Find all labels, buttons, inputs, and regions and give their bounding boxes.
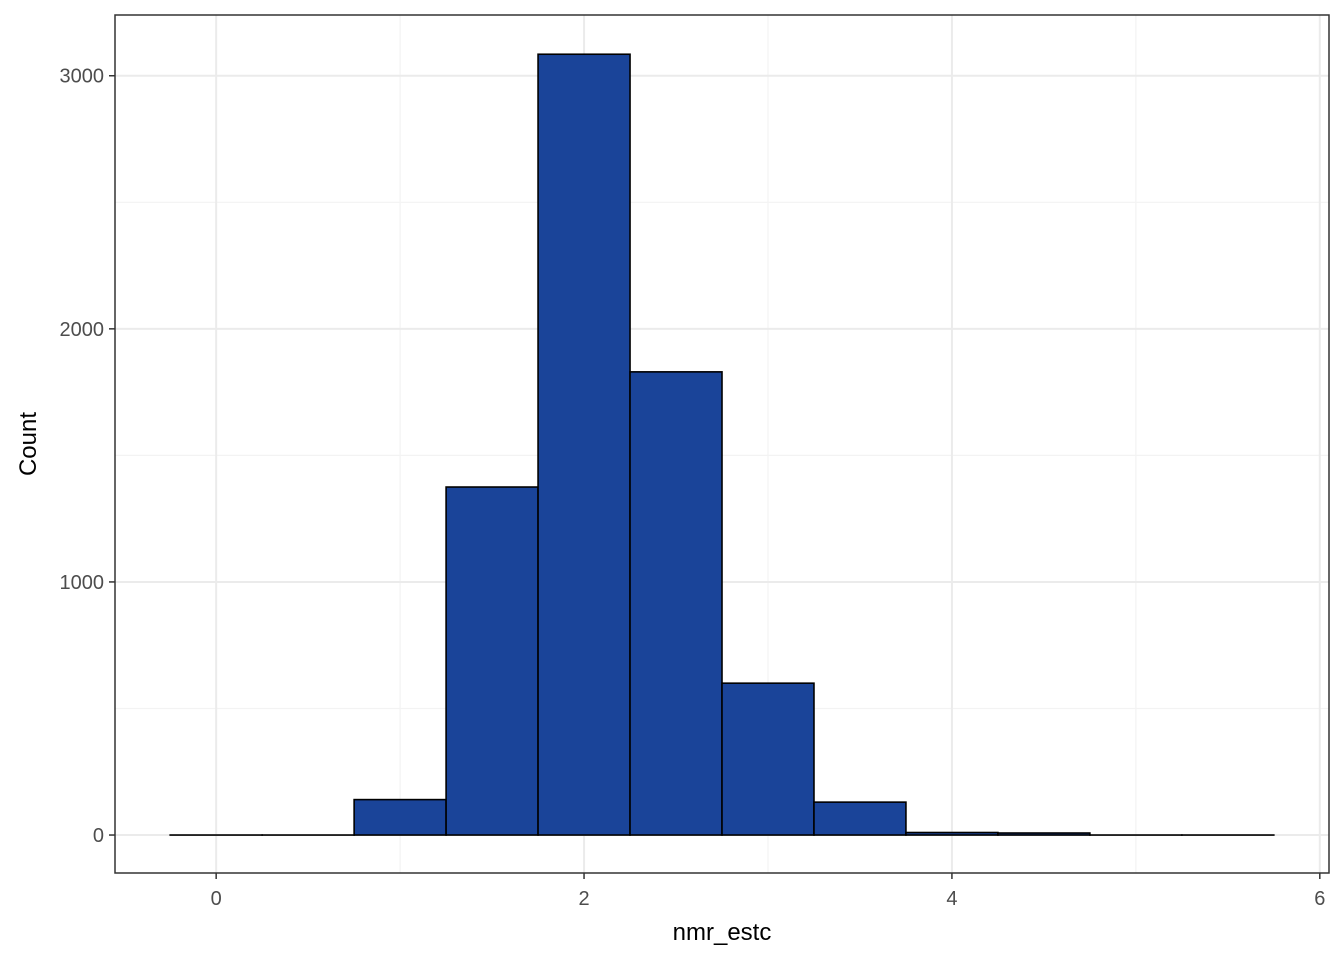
histogram-bar — [997, 832, 1091, 836]
histogram-bar — [537, 53, 631, 836]
histogram-bar — [813, 801, 907, 836]
panel-border — [114, 14, 1330, 874]
y-tick-label: 3000 — [60, 66, 105, 88]
axis-ticks: 0 2 4 6 0 1000 2000 3000 — [60, 66, 1326, 910]
histogram-bar — [629, 371, 723, 836]
histogram-bars — [169, 53, 1275, 836]
x-tick-label: 6 — [1314, 888, 1325, 910]
histogram-bar — [905, 831, 999, 836]
x-tick-label: 4 — [946, 888, 957, 910]
y-tick-label: 0 — [93, 825, 104, 847]
histogram-bar — [445, 486, 539, 836]
histogram-bar — [721, 682, 815, 836]
histogram-bar — [353, 798, 447, 836]
x-tick-label: 0 — [211, 888, 222, 910]
x-tick-label: 2 — [578, 888, 589, 910]
y-axis-title: Count — [15, 412, 42, 476]
x-axis-title: nmr_estc — [673, 919, 772, 946]
y-tick-label: 2000 — [60, 319, 105, 341]
y-tick-label: 1000 — [60, 572, 105, 594]
